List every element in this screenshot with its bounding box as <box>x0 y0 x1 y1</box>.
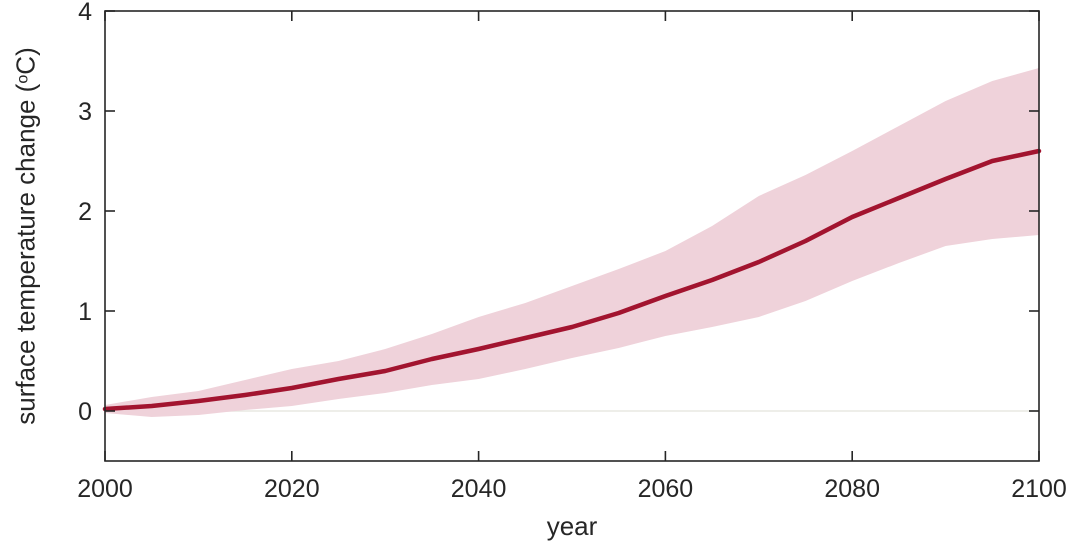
y-tick-label: 0 <box>78 398 92 426</box>
x-tick-label: 2040 <box>451 475 507 503</box>
uncertainty-band <box>105 68 1039 417</box>
y-axis-label-text: surface temperature change ( <box>10 83 41 425</box>
degree-superscript: o <box>13 74 32 84</box>
y-tick-label: 1 <box>78 298 92 326</box>
x-tick-label: 2100 <box>1011 475 1067 503</box>
y-axis-label-unit: C) <box>10 47 41 75</box>
x-tick-label: 2080 <box>824 475 880 503</box>
y-axis-label: surface temperature change (oC) <box>11 47 42 424</box>
x-tick-label: 2020 <box>264 475 320 503</box>
x-axis-label: year <box>546 511 598 541</box>
x-tick-label: 2000 <box>77 475 133 503</box>
mean-surface-temperature-change-line <box>102 148 1042 412</box>
y-tick-label: 4 <box>78 0 92 26</box>
x-tick-label: 2060 <box>638 475 694 503</box>
axes-box <box>104 10 1040 462</box>
y-tick-label: 3 <box>78 98 92 126</box>
y-tick-label: 2 <box>78 198 92 226</box>
